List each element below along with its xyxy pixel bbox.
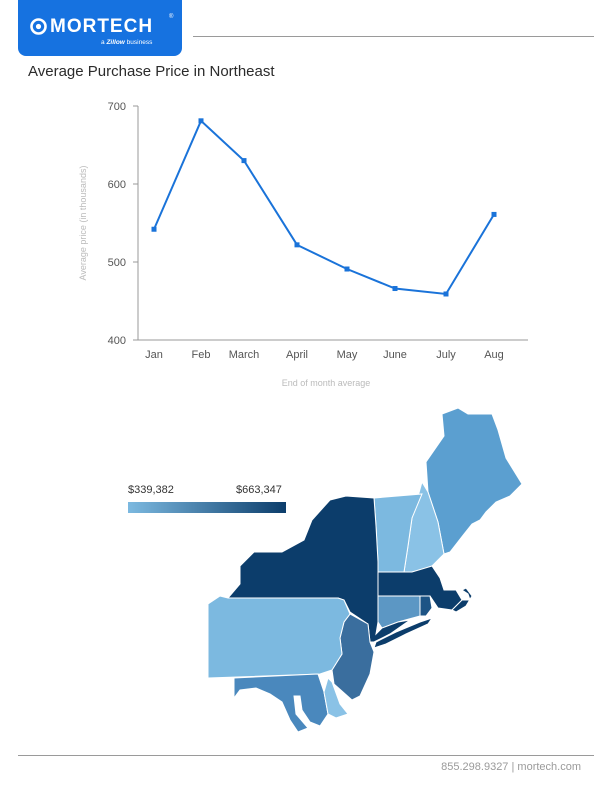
- data-point: [241, 158, 247, 164]
- data-point: [443, 291, 449, 297]
- data-point: [198, 118, 204, 124]
- state-pennsylvania: [207, 595, 351, 679]
- series-line: [153, 119, 495, 296]
- x-tick-label: Jan: [145, 349, 163, 361]
- x-tick-label: Feb: [192, 349, 211, 361]
- data-point: [392, 286, 398, 292]
- line-chart: 400 500 600 700 Jan Feb March April May June July…: [78, 101, 528, 388]
- x-tick-label: May: [337, 349, 358, 361]
- footer-divider: [18, 755, 594, 756]
- mortech-logo-icon: [30, 18, 47, 35]
- x-axis-label: End of month average: [282, 378, 371, 388]
- logo-tagline-brand: Zillow: [106, 39, 125, 46]
- header-divider: [193, 36, 594, 37]
- footer-separator: |: [511, 761, 515, 773]
- footer-website-link[interactable]: mortech.com: [517, 761, 581, 773]
- y-tick-label: 600: [108, 179, 126, 191]
- legend-color-bar: [128, 502, 286, 513]
- legend-min-label: $339,382: [128, 484, 174, 496]
- footer-phone: 855.298.9327: [441, 761, 509, 773]
- data-point: [491, 211, 497, 217]
- x-tick-label: April: [286, 349, 308, 361]
- x-tick-label: July: [436, 349, 456, 361]
- state-maryland: [233, 673, 329, 733]
- logo-wordmark: MORTECH: [50, 16, 154, 37]
- y-axis-label: Average price (in thousands): [78, 166, 88, 281]
- state-rhode-island: [419, 595, 433, 617]
- page-title: Average Purchase Price in Northeast: [28, 63, 275, 80]
- x-tick-label: Aug: [484, 349, 504, 361]
- mortech-logo: MORTECH ® a Zillow business: [18, 0, 182, 56]
- x-tick-label: June: [383, 349, 407, 361]
- legend-max-label: $663,347: [236, 484, 282, 496]
- data-point: [294, 242, 300, 248]
- data-point: [151, 226, 157, 232]
- x-tick-label: March: [229, 349, 260, 361]
- data-point: [344, 266, 350, 272]
- state-delaware: [323, 677, 349, 719]
- y-tick-label: 500: [108, 257, 126, 269]
- y-tick-label: 400: [108, 335, 126, 347]
- cape-cod: [451, 587, 473, 613]
- logo-tagline-prefix: a: [101, 39, 105, 46]
- logo-tagline-suffix: business: [126, 39, 153, 46]
- footer-contact: 855.298.9327 | mortech.com: [441, 761, 581, 773]
- northeast-map: [207, 407, 523, 733]
- y-tick-label: 700: [108, 101, 126, 113]
- long-island: [373, 617, 434, 649]
- logo-tagline: a Zillow business: [101, 39, 152, 46]
- state-maine: [425, 407, 523, 555]
- logo-registered-mark: ®: [169, 14, 174, 20]
